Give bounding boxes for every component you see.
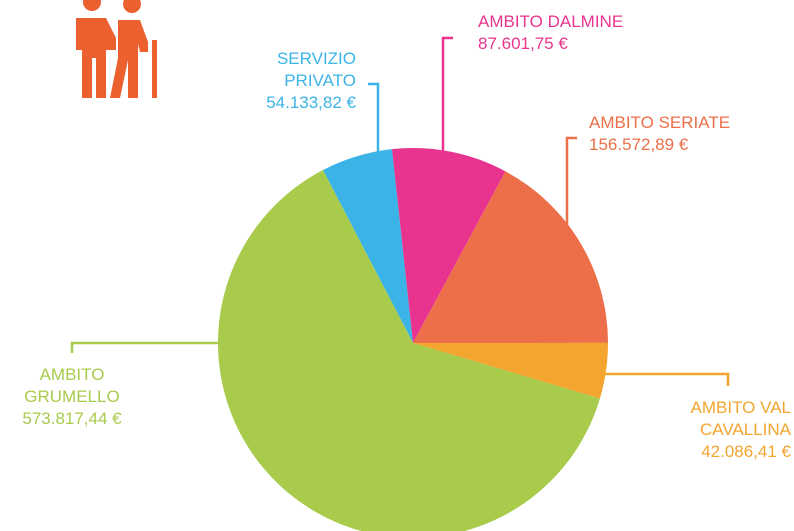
category-name: AMBITO GRUMELLO — [24, 365, 120, 406]
leader-lines — [70, 36, 730, 386]
slice — [413, 342, 609, 399]
slice — [413, 171, 608, 343]
slice-label: AMBITO SERIATE 156.572,89 € — [589, 112, 789, 156]
slice-label: SERVIZIO PRIVATO 54.133,82 € — [226, 48, 356, 114]
slice-label: AMBITO VAL CAVALLINA 42.086,41 € — [659, 397, 791, 463]
value-label: 573.817,44 € — [22, 409, 122, 428]
slice-label: AMBITO DALMINE 87.601,75 € — [478, 11, 728, 55]
category-name: AMBITO VAL CAVALLINA — [690, 398, 791, 439]
pie — [218, 148, 609, 531]
slice-label: AMBITO GRUMELLO 573.817,44 € — [2, 364, 142, 430]
category-name: SERVIZIO PRIVATO — [276, 49, 356, 90]
value-label: 156.572,89 € — [589, 135, 689, 154]
icon — [76, 0, 157, 98]
slice — [218, 170, 600, 531]
value-label: 87.601,75 € — [478, 34, 568, 53]
value-label: 42.086,41 € — [701, 442, 791, 461]
slice — [322, 149, 413, 343]
category-name: AMBITO DALMINE — [478, 12, 624, 31]
value-label: 54.133,82 € — [266, 93, 356, 112]
slice — [391, 148, 506, 343]
category-name: AMBITO SERIATE — [589, 113, 731, 132]
